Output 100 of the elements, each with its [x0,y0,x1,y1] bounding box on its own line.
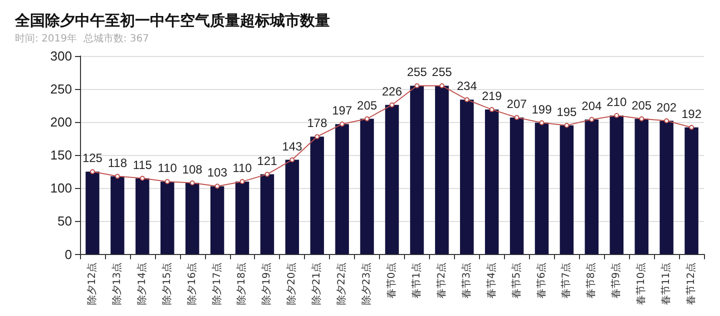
x-tick-label: 春节1点 [410,262,422,299]
point [614,112,620,118]
bar [360,118,374,254]
bar [560,125,574,254]
point [639,116,644,122]
point [90,169,95,174]
point [464,97,470,102]
data-label: 197 [332,104,352,118]
point [190,180,195,186]
data-label: 121 [257,154,278,168]
bar [210,186,224,254]
point [314,134,320,140]
point [240,179,245,184]
data-label: 205 [632,98,652,112]
data-label: 205 [357,98,378,112]
x-tick-label: 春节6点 [535,262,548,299]
x-tick-label: 除夕20点 [286,262,298,306]
y-tick-label: 250 [50,82,72,97]
point [414,83,420,88]
data-label: 234 [456,79,478,94]
data-label: 210 [606,94,627,109]
point [689,124,694,130]
bar [235,182,250,254]
x-tick-label: 春节7点 [560,262,572,299]
y-tick-label: 50 [58,214,72,229]
x-tick-label: 春节5点 [510,262,522,299]
x-tick-label: 春节8点 [585,262,598,299]
bar [86,172,100,254]
data-label: 178 [307,116,328,130]
y-tick-label: 150 [50,148,72,163]
data-label: 125 [82,151,103,166]
bar [584,119,599,254]
point [264,172,270,177]
data-label: 192 [682,106,702,121]
y-tick-label: 0 [64,246,72,262]
data-label: 226 [382,84,402,98]
data-label: 202 [656,100,677,114]
data-label: 255 [406,65,428,80]
x-tick-label: 除夕18点 [236,262,248,306]
x-tick-label: 春节4点 [485,262,498,299]
point [114,174,120,179]
data-label: 143 [282,139,302,154]
point [390,102,394,108]
bar [160,182,174,254]
data-label: 103 [207,166,228,180]
y-tick-label: 200 [50,114,72,130]
data-label: 118 [108,156,128,170]
y-tick-label: 300 [50,48,72,64]
point [514,114,520,120]
bar [110,176,124,254]
x-tick-label: 除夕23点 [360,262,373,306]
bar [460,100,474,254]
data-label: 255 [432,65,452,80]
x-tick-label: 除夕19点 [260,262,273,306]
x-tick-label: 春节10点 [635,262,648,306]
data-label: 204 [582,98,602,113]
point [589,116,594,122]
point [290,157,295,162]
point [489,107,494,112]
x-tick-label: 除夕12点 [86,262,98,306]
bar [534,122,549,254]
bar [335,124,349,254]
data-label: 115 [132,158,152,172]
data-label: 110 [232,161,252,176]
y-tick-label: 100 [50,180,72,196]
chart-title: 全国除夕中午至初一中午空气质量超标城市数量 [14,12,330,30]
point [140,176,145,181]
chart-subtitle: 时间: 2019年 总城市数: 367 [15,32,149,44]
point [364,116,370,122]
bar [610,115,624,254]
x-tick-label: 春节0点 [386,262,398,299]
bar [260,174,274,254]
x-tick-label: 春节12点 [685,262,698,306]
x-tick-label: 除夕16点 [186,262,198,306]
bar [435,86,449,254]
bar [185,182,200,254]
x-tick-label: 除夕17点 [210,262,223,306]
bar [285,160,300,254]
bar [510,117,524,254]
x-tick-label: 除夕22点 [336,262,348,306]
data-label: 108 [182,162,203,176]
point [564,122,570,128]
point [164,179,170,184]
point [539,120,544,126]
x-tick-label: 春节11点 [660,262,672,306]
x-tick-label: 春节3点 [460,262,472,299]
bar [634,118,648,254]
bar [310,136,324,254]
point [340,122,345,127]
data-label: 207 [506,96,528,111]
data-label: 219 [482,89,502,104]
bar [484,110,499,254]
x-tick-label: 春节2点 [435,262,448,299]
bar [385,104,399,254]
point [664,118,670,124]
x-tick-label: 春节9点 [610,262,622,299]
x-tick-label: 除夕14点 [136,262,148,306]
x-tick-label: 除夕15点 [160,262,173,306]
bar [136,178,150,254]
bar [684,127,698,254]
